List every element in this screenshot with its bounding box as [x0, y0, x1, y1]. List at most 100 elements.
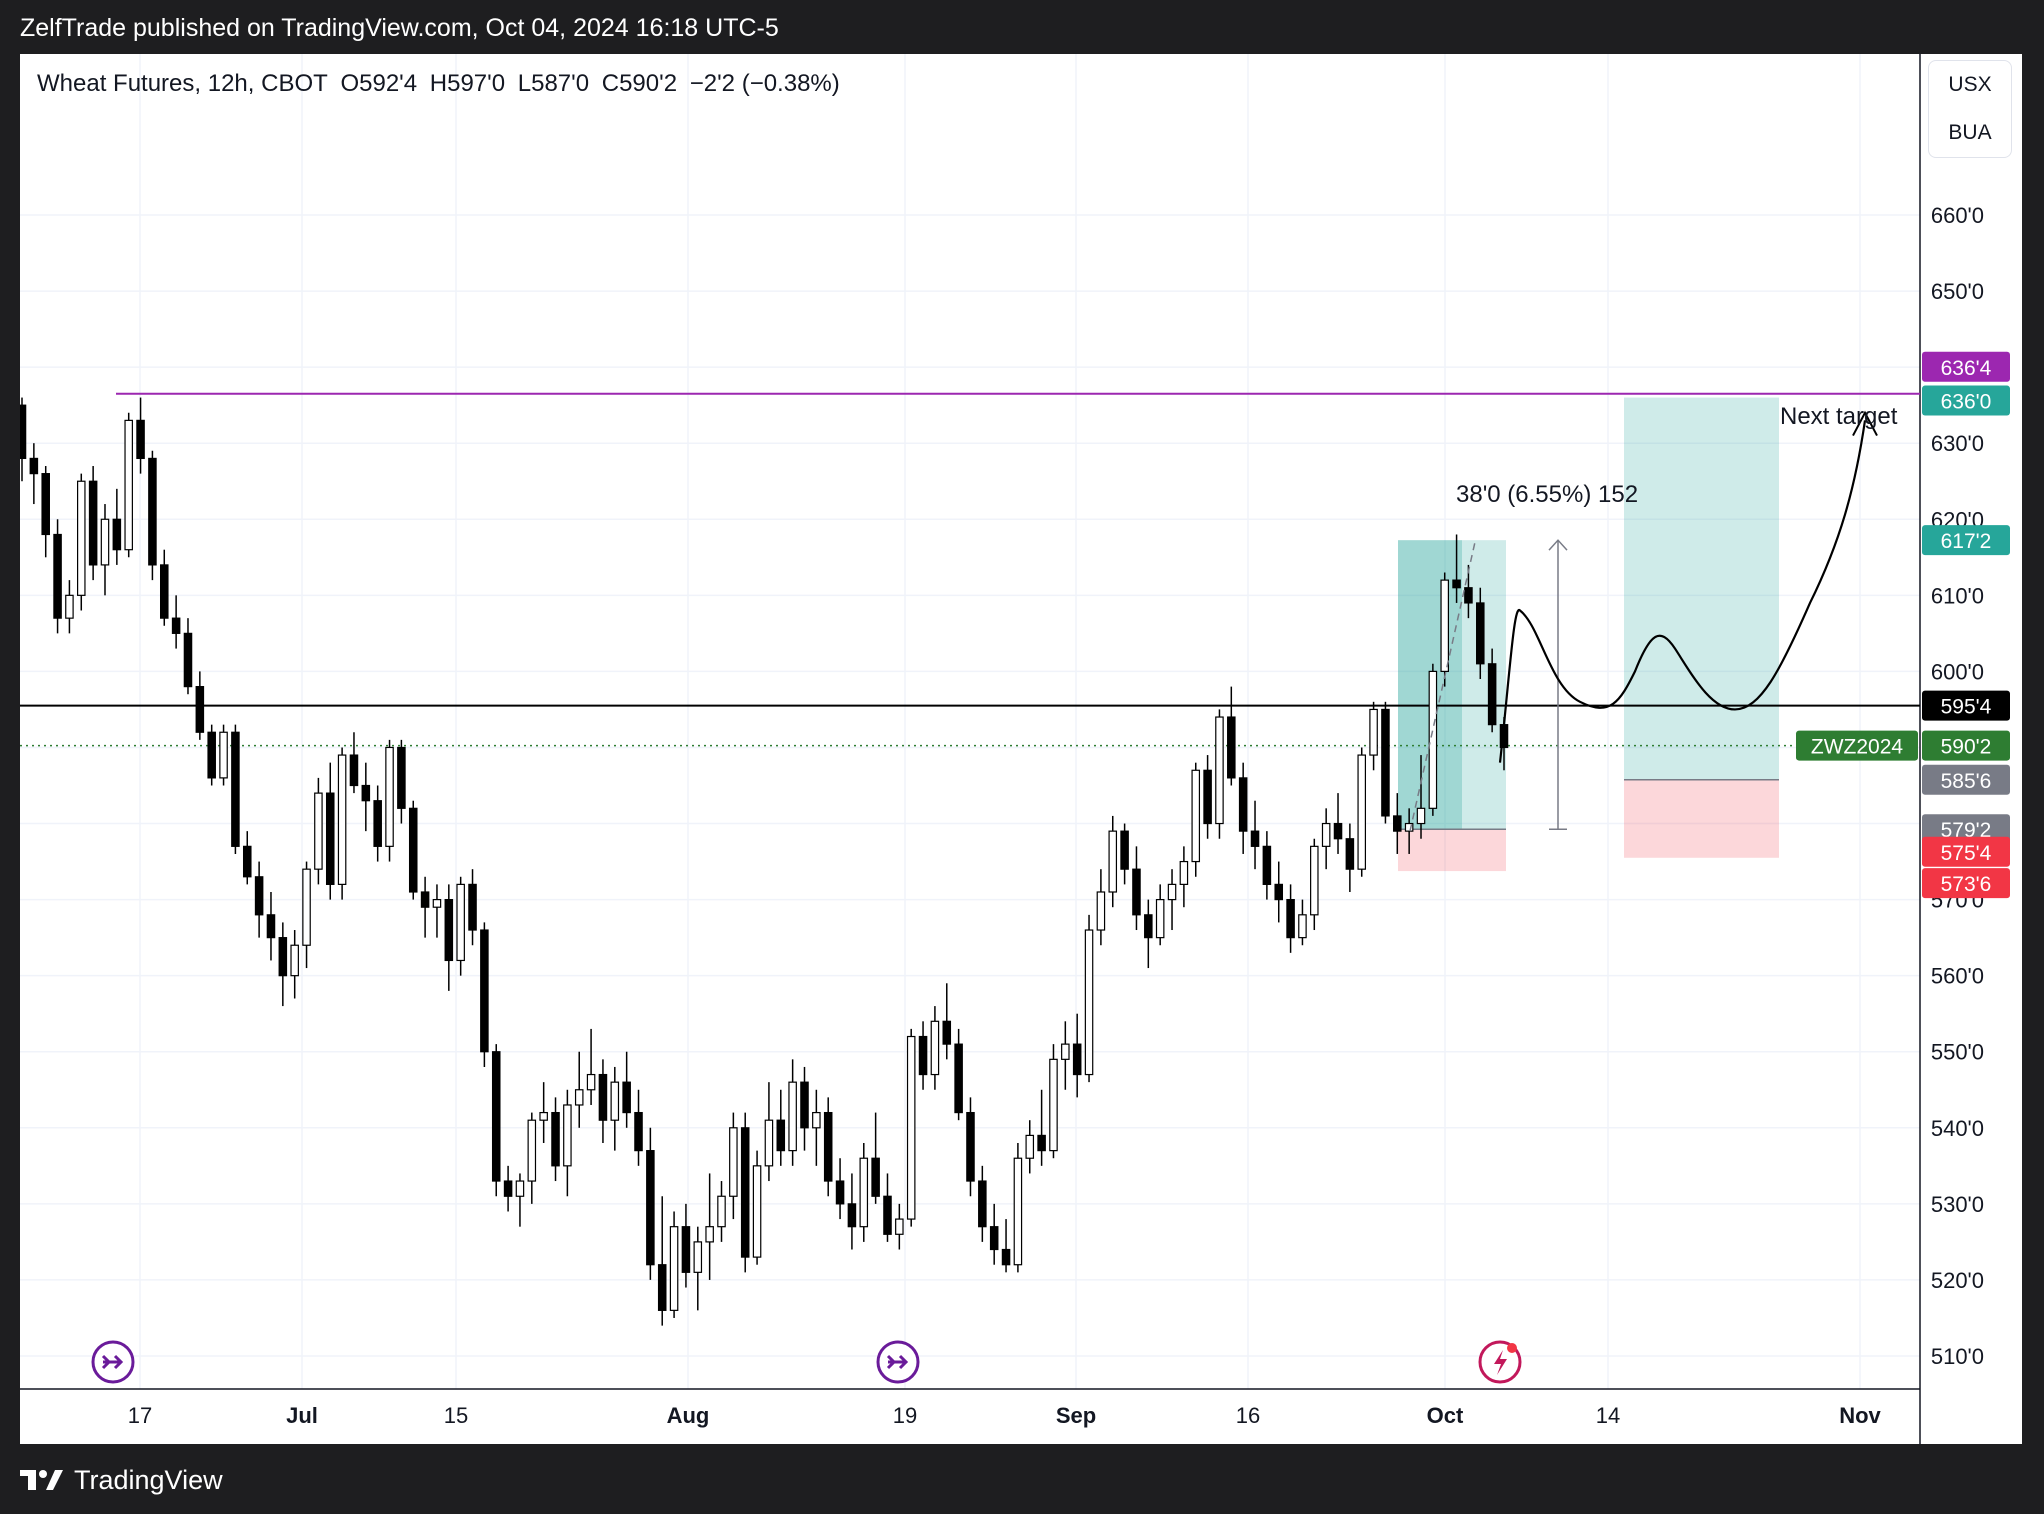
- price-axis-tick: 600'0: [1931, 659, 1984, 684]
- symbol-tag: ZWZ2024: [1796, 730, 1918, 761]
- candle: [610, 1066, 620, 1151]
- candle: [776, 1089, 786, 1166]
- candle-body-up: [705, 1226, 714, 1243]
- candle: [397, 739, 406, 824]
- candle: [112, 488, 122, 565]
- candle-body-up: [1096, 891, 1106, 931]
- candle-body-up: [385, 746, 394, 847]
- candle-body-down: [254, 876, 264, 916]
- candle: [966, 1097, 975, 1197]
- candle: [1227, 686, 1236, 786]
- candle: [729, 1112, 738, 1220]
- candle-body-down: [847, 1203, 857, 1228]
- candle-body-up: [302, 868, 311, 946]
- candle-body-down: [1487, 663, 1497, 726]
- candle: [1393, 793, 1402, 854]
- candle: [65, 580, 74, 634]
- candle-body-down: [1250, 830, 1260, 847]
- candle-body-down: [598, 1073, 608, 1121]
- candle-body-down: [622, 1081, 631, 1114]
- time-axis-tick: Jul: [286, 1403, 318, 1428]
- candle: [871, 1112, 880, 1204]
- candle: [930, 1006, 940, 1090]
- candle-body-down: [20, 404, 27, 460]
- price-axis-tick: 650'0: [1931, 279, 1984, 304]
- candle-body-down: [1262, 845, 1272, 885]
- unit-selector[interactable]: USX BUA: [1928, 60, 2012, 158]
- candle: [1108, 815, 1118, 908]
- candle-body-down: [397, 746, 406, 809]
- price-axis-label: 617'2: [1922, 525, 2010, 556]
- candle: [88, 466, 98, 581]
- candle-body-down: [871, 1157, 880, 1197]
- price-axis-label: 590'2: [1922, 730, 2010, 761]
- candle-body-up: [729, 1127, 738, 1197]
- candle: [883, 1173, 892, 1242]
- candle: [1049, 1044, 1058, 1159]
- candle: [1404, 808, 1414, 854]
- candle-body-up: [1155, 898, 1165, 939]
- candle-body-up: [1061, 1043, 1070, 1060]
- candle-body-down: [1203, 769, 1212, 825]
- candle: [1452, 534, 1461, 603]
- candle: [1013, 1143, 1023, 1273]
- candle-body-down: [1120, 830, 1129, 870]
- unit-usx[interactable]: USX: [1948, 73, 1992, 96]
- candle-body-down: [1037, 1134, 1046, 1152]
- candle-body-down: [361, 784, 371, 802]
- candle-body-down: [242, 845, 252, 878]
- candles: [20, 397, 1509, 1326]
- candle-body-down: [800, 1081, 809, 1129]
- candle-body-up: [906, 1035, 916, 1220]
- candle: [373, 785, 382, 862]
- candle-body-up: [219, 731, 228, 779]
- svg-text:575'4: 575'4: [1941, 842, 1992, 865]
- candle-body-up: [1108, 830, 1118, 893]
- candle-body-down: [1393, 815, 1402, 832]
- candle: [1286, 884, 1295, 953]
- economic-event-icon[interactable]: [91, 1340, 135, 1384]
- candle: [1203, 755, 1212, 839]
- price-axis-label: 595'4: [1922, 690, 2010, 721]
- price-axis-tick: 520'0: [1931, 1268, 1984, 1293]
- candle-body-down: [1345, 838, 1355, 870]
- candle: [480, 922, 489, 1067]
- candle-body-down: [835, 1180, 845, 1205]
- candle: [1345, 823, 1355, 892]
- unit-bua[interactable]: BUA: [1948, 121, 1992, 144]
- right-profit-zone: [1624, 397, 1779, 780]
- candle: [444, 884, 454, 991]
- time-axis-tick: Oct: [1427, 1403, 1464, 1428]
- candle: [681, 1203, 691, 1288]
- candle: [1037, 1089, 1046, 1166]
- candle-body-down: [1381, 708, 1390, 817]
- candle: [20, 397, 27, 482]
- candle: [1262, 831, 1272, 900]
- candle: [1381, 701, 1390, 824]
- candle: [634, 1089, 643, 1166]
- candle-body-up: [77, 480, 86, 596]
- candle: [657, 1196, 667, 1326]
- candle-body-down: [776, 1119, 786, 1152]
- svg-text:636'0: 636'0: [1941, 391, 1992, 414]
- candle-body-down: [1333, 822, 1343, 840]
- candle: [551, 1097, 560, 1182]
- price-axis-tick: 630'0: [1931, 431, 1984, 456]
- candle: [622, 1051, 631, 1128]
- tradingview-logo[interactable]: TradingView: [20, 1462, 223, 1498]
- candle-body-up: [693, 1241, 703, 1273]
- candle: [1084, 914, 1094, 1083]
- right-stop-zone: [1624, 779, 1779, 858]
- candle-body-up: [539, 1111, 548, 1121]
- svg-text:585'6: 585'6: [1941, 770, 1992, 793]
- projection-dashed-line: [1409, 541, 1476, 832]
- candle-body-down: [266, 914, 276, 939]
- candle: [669, 1211, 679, 1318]
- candle: [1238, 762, 1248, 854]
- candle: [1132, 846, 1141, 931]
- economic-event-icon[interactable]: [876, 1340, 920, 1384]
- candle: [752, 1150, 762, 1265]
- dividend-flash-icon[interactable]: [1478, 1340, 1522, 1384]
